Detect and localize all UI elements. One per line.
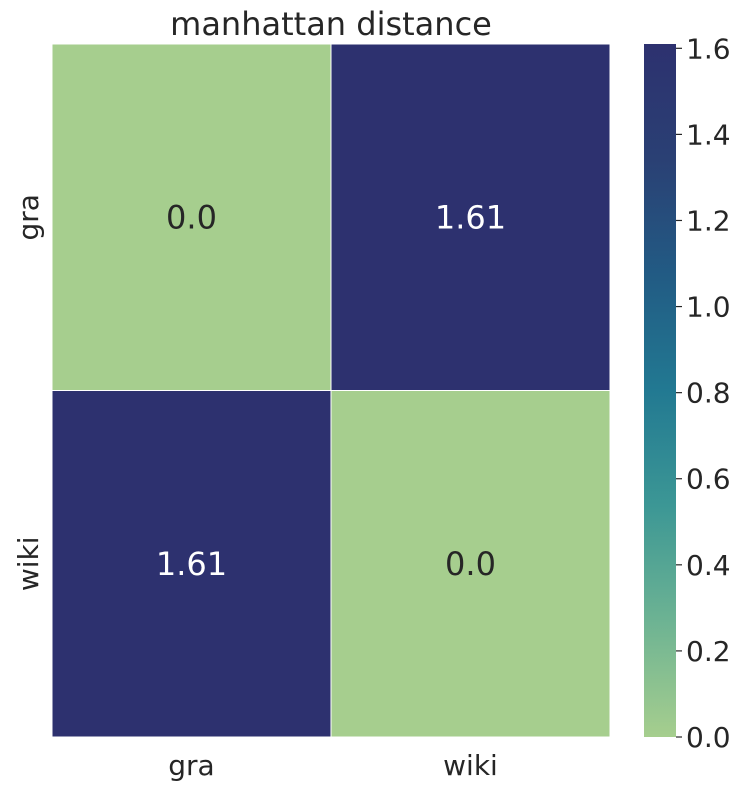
heatmap-cell-gra-wiki: [330, 43, 611, 391]
heatmap-cell-wiki-wiki: [330, 390, 611, 738]
colorbar-scale: [644, 44, 676, 737]
colorbar-tick-label: 0.0: [686, 721, 731, 754]
colorbar-tick-label: 0.8: [686, 377, 731, 410]
cell-value-label: 1.61: [156, 545, 227, 583]
cell-value-label: 0.0: [445, 545, 496, 583]
y-tick-label: gra: [12, 194, 45, 240]
colorbar-tick-label: 0.4: [686, 549, 731, 582]
x-tick-label: wiki: [443, 749, 498, 782]
y-tick-label: wiki: [12, 536, 45, 591]
colorbar-tick-label: 1.6: [686, 32, 731, 65]
cell-value-label: 0.0: [166, 198, 217, 236]
cell-value-label: 1.61: [435, 198, 506, 236]
colorbar-tick-label: 0.6: [686, 463, 731, 496]
heatmap-cells: 0.0 1.61 1.61 0.0: [51, 43, 611, 738]
colorbar-tick-label: 0.2: [686, 635, 731, 668]
chart-title: manhattan distance: [170, 5, 492, 43]
colorbar: 0.0 0.2 0.4 0.6 0.8 1.0 1.2 1.4 1.6: [644, 32, 731, 754]
heatmap-cell-wiki-gra: [51, 390, 332, 738]
colorbar-ticks: 0.0 0.2 0.4 0.6 0.8 1.0 1.2 1.4 1.6: [676, 32, 731, 754]
colorbar-tick-label: 1.4: [686, 118, 731, 151]
heatmap-cell-gra-gra: [51, 43, 332, 391]
x-axis-tick-labels: gra wiki: [168, 749, 498, 782]
colorbar-tick-label: 1.0: [686, 291, 731, 324]
colorbar-tick-label: 1.2: [686, 204, 731, 237]
x-tick-label: gra: [168, 749, 214, 782]
y-axis-tick-labels: gra wiki: [12, 194, 45, 591]
